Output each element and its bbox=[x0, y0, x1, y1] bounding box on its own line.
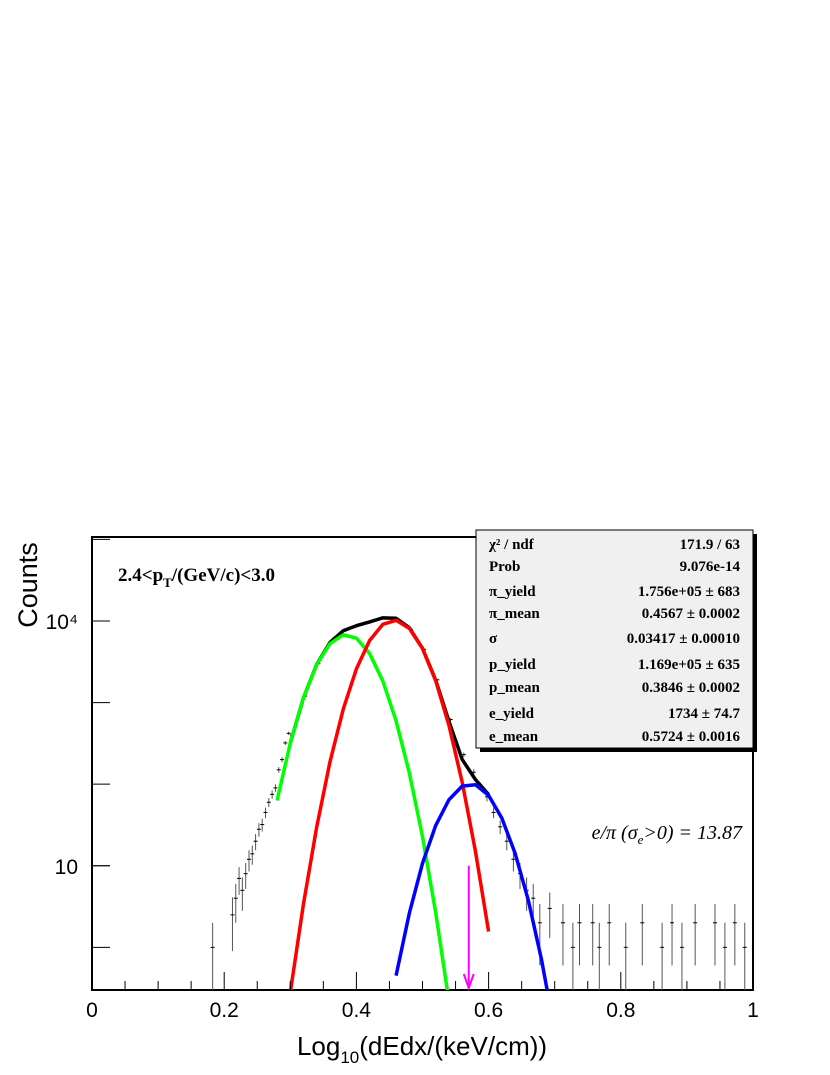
pt-part: 2.4<p bbox=[118, 565, 163, 586]
x-tick-label: 0.6 bbox=[474, 999, 503, 1022]
stats-value: 1734 ± 74.7 bbox=[668, 706, 740, 722]
x-tick-label: 1 bbox=[747, 999, 759, 1022]
x-tick-label: 0.2 bbox=[210, 999, 239, 1022]
stats-value: 9.076e-14 bbox=[680, 559, 741, 575]
y-axis-title: Counts bbox=[13, 542, 43, 628]
x-tick-label: 0 bbox=[86, 999, 98, 1022]
x-title-sub: 10 bbox=[340, 1048, 359, 1067]
stats-value: 1.756e+05 ± 683 bbox=[638, 584, 740, 600]
pt-sub: T bbox=[163, 575, 172, 590]
cut-arrow-head bbox=[462, 973, 475, 991]
stats-label: σ bbox=[489, 631, 498, 647]
fit-curve bbox=[394, 782, 549, 990]
stats-value: 1.169e+05 ± 635 bbox=[638, 657, 740, 673]
stats-value: 0.3846 ± 0.0002 bbox=[642, 680, 740, 696]
ratio-part: >0) = 13.87 bbox=[643, 822, 743, 844]
stats-label: e_yield bbox=[489, 706, 535, 722]
x-tick-label: 0.8 bbox=[606, 999, 635, 1022]
stats-box bbox=[475, 529, 754, 749]
stats-value: 171.9 / 63 bbox=[680, 537, 740, 553]
stats-label: χ² / ndf bbox=[488, 537, 535, 553]
stats-label: π_yield bbox=[489, 584, 536, 600]
y-tick-label: 10⁴ bbox=[46, 611, 78, 634]
ratio-sub: e bbox=[638, 832, 644, 847]
y-tick-label: 10 bbox=[55, 856, 78, 879]
ratio-label: e/π (σe>0) = 13.87 bbox=[592, 822, 743, 847]
fit-curve bbox=[288, 618, 491, 990]
stats-value: 0.5724 ± 0.0016 bbox=[642, 729, 741, 745]
stats-label: e_mean bbox=[489, 729, 539, 745]
fit-curve bbox=[275, 633, 450, 990]
stats-value: 0.4567 ± 0.0002 bbox=[642, 606, 740, 622]
x-title-part: (dEdx/(keV/cm)) bbox=[359, 1031, 547, 1061]
x-axis-title: Log10(dEdx/(keV/cm)) bbox=[297, 1031, 547, 1067]
pt-part: /(GeV/c)<3.0 bbox=[171, 565, 275, 586]
plot-area bbox=[210, 616, 747, 990]
stats-value: 0.03417 ± 0.00010 bbox=[627, 631, 740, 647]
stats-label: p_mean bbox=[489, 680, 540, 696]
x-title-part: Log bbox=[297, 1031, 340, 1061]
pt-label: 2.4<pT/(GeV/c)<3.0 bbox=[118, 565, 275, 590]
stats-label: p_yield bbox=[489, 657, 536, 673]
stats-label: Prob bbox=[489, 559, 520, 575]
x-tick-label: 0.4 bbox=[342, 999, 372, 1022]
stats-rows: χ² / ndf 171.9 / 63 Prob 9.076e-14 π_yield 1.… bbox=[488, 537, 740, 745]
ratio-part: e/π (σ bbox=[592, 822, 639, 844]
stats-label: π_mean bbox=[489, 606, 540, 622]
